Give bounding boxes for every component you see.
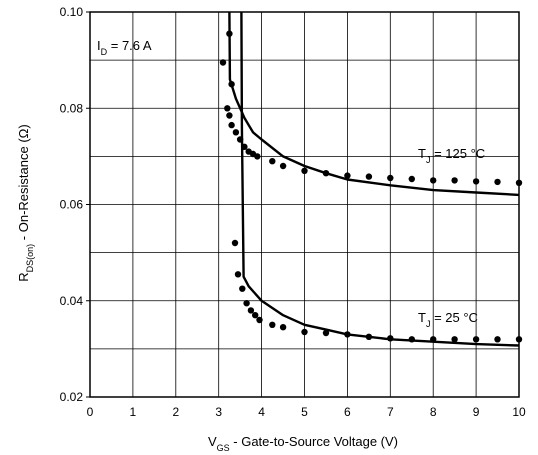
x-tick-label: 4 <box>258 405 265 419</box>
data-point-125c <box>269 158 276 165</box>
data-point-25c <box>247 307 255 314</box>
annotation-main: I <box>97 38 101 53</box>
x-axis-label-sub: GS <box>217 443 230 453</box>
data-point-125c <box>430 177 437 184</box>
x-axis-label: VGS - Gate-to-Source Voltage (V) <box>208 434 398 453</box>
x-tick-label: 3 <box>215 405 222 419</box>
x-tick-label: 1 <box>130 405 137 419</box>
data-point-125c <box>494 178 501 186</box>
y-tick-label: 0.10 <box>60 5 84 19</box>
data-point-125c <box>322 170 330 177</box>
data-point-25c <box>243 300 250 307</box>
data-point-25c <box>322 329 330 337</box>
x-tick-label: 7 <box>387 405 394 419</box>
annotation-rest: = 7.6 A <box>107 38 152 53</box>
data-point-25c <box>344 331 351 338</box>
tick-labels: 0 1 2 3 4 5 6 7 8 9 10 0.02 0.04 0.06 0.08 0.10 <box>60 5 526 419</box>
data-point-125c <box>472 178 480 185</box>
y-tick-label: 0.02 <box>60 390 84 404</box>
x-tick-label: 6 <box>344 405 351 419</box>
data-point-25c <box>279 324 287 331</box>
y-axis-label: RDS(on) - On-Resistance (Ω) <box>16 124 35 281</box>
data-point-25c <box>451 336 458 343</box>
x-tick-label: 0 <box>87 405 94 419</box>
data-point-25c <box>256 316 263 324</box>
series-layer <box>219 11 523 347</box>
data-point-25c <box>430 336 437 343</box>
x-tick-label: 9 <box>473 405 480 419</box>
drain-current-annotation: ID = 7.6 A <box>97 38 152 57</box>
data-point-125c <box>387 174 394 182</box>
data-point-125c <box>226 112 233 119</box>
y-tick-label: 0.06 <box>60 198 84 212</box>
data-point-125c <box>301 167 308 174</box>
annotation-sub: D <box>101 47 108 57</box>
y-axis-label-main: R <box>16 272 31 281</box>
data-point-25c <box>234 271 242 278</box>
series-label-125c: TJ = 125 °C <box>418 146 485 165</box>
x-tick-label: 8 <box>430 405 437 419</box>
data-point-125c <box>279 162 287 170</box>
y-tick-label: 0.04 <box>60 294 84 308</box>
data-point-25c <box>231 239 239 247</box>
y-tick-label: 0.08 <box>60 101 84 115</box>
data-point-125c <box>254 153 261 160</box>
x-axis-label-main: V <box>208 434 217 449</box>
data-point-25c <box>239 285 246 292</box>
data-point-25c <box>252 312 259 319</box>
x-tick-label: 10 <box>512 405 526 419</box>
data-point-125c <box>408 175 415 183</box>
series-label-25c-rest: = 25 °C <box>430 310 477 325</box>
data-point-25c <box>408 336 415 343</box>
x-axis-label-rest: - Gate-to-Source Voltage (V) <box>230 434 398 449</box>
data-point-125c <box>365 173 373 180</box>
series-label-25c-sub: J <box>426 319 431 329</box>
data-point-125c <box>228 121 235 129</box>
y-axis-label-rest: - On-Resistance (Ω) <box>16 124 31 244</box>
series-label-125c-rest: = 125 °C <box>430 146 485 161</box>
x-tick-label: 2 <box>172 405 179 419</box>
data-point-125c <box>232 129 240 136</box>
data-point-125c <box>224 105 231 112</box>
series-label-25c-main: T <box>418 310 426 325</box>
data-point-125c <box>344 172 351 179</box>
data-point-25c <box>387 335 394 342</box>
series-label-25c: TJ = 25 °C <box>418 310 478 329</box>
data-point-25c <box>365 333 373 340</box>
series-line-125c <box>228 11 520 197</box>
data-point-25c <box>269 321 276 328</box>
data-point-25c <box>301 328 308 336</box>
data-point-125c <box>451 177 458 184</box>
data-point-125c <box>219 59 227 66</box>
data-point-25c <box>494 336 501 343</box>
y-axis-label-sub: DS(on) <box>25 244 35 273</box>
data-point-125c <box>226 30 233 37</box>
data-point-25c <box>472 336 480 343</box>
data-point-125c <box>228 81 235 88</box>
series-label-125c-sub: J <box>426 155 431 165</box>
x-tick-label: 5 <box>301 405 308 419</box>
series-label-125c-main: T <box>418 146 426 161</box>
